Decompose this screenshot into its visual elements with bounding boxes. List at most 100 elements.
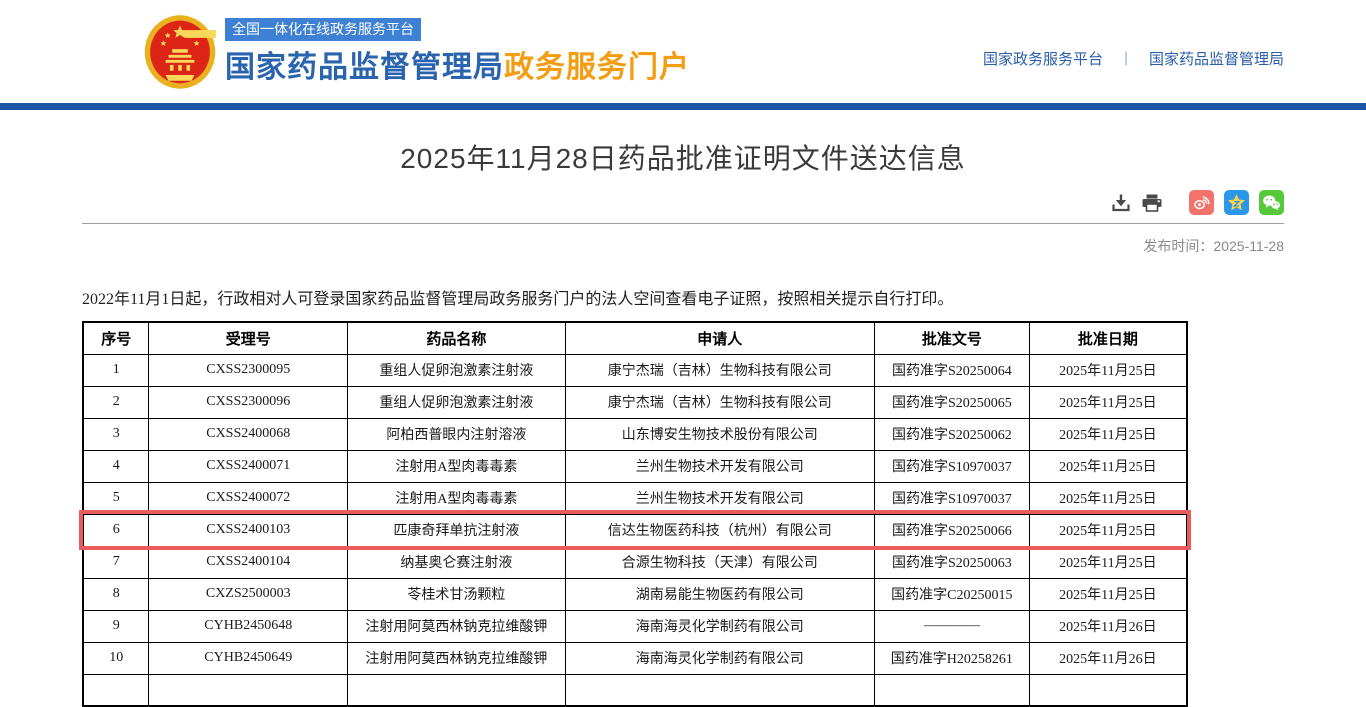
table-cell: 康宁杰瑞（吉林）生物科技有限公司	[564, 385, 875, 419]
column-header-approval-no: 批准文号	[873, 321, 1030, 355]
site-header: 全国一体化在线政务服务平台 国家药品监督管理局政务服务门户 国家政务服务平台 ｜…	[0, 0, 1366, 103]
toolbar	[82, 190, 1284, 224]
table-cell: 8	[82, 577, 150, 611]
table-cell: 2025年11月25日	[1028, 417, 1188, 451]
table-cell: 信达生物医药科技（杭州）有限公司	[564, 513, 875, 547]
table-cell: 兰州生物技术开发有限公司	[564, 481, 875, 515]
table-cell: 5	[82, 481, 150, 515]
table-cell: 国药准字S10970037	[873, 449, 1030, 483]
table-cell: 2025年11月25日	[1028, 449, 1188, 483]
table-cell: 10	[82, 641, 150, 675]
table-cell: 2025年11月25日	[1028, 385, 1188, 419]
table-cell: 1	[82, 353, 150, 387]
table-row: 6 CXSS2400103 匹康奇拜单抗注射液 信达生物医药科技（杭州）有限公司 国药准…	[79, 510, 1191, 550]
table-cell: 康宁杰瑞（吉林）生物科技有限公司	[564, 353, 875, 387]
nav-link-gov-service-platform[interactable]: 国家政务服务平台	[982, 51, 1103, 68]
table-row: 7 CXSS2400104 纳基奥仑赛注射液 合源生物科技（天津）有限公司 国药准字S2…	[82, 545, 1188, 579]
table-cell: 重组人促卵泡激素注射液	[347, 385, 566, 419]
table-cell	[347, 673, 566, 707]
table-cell: 国药准字S20250066	[873, 513, 1030, 547]
table-cell	[1028, 673, 1188, 707]
site-logo[interactable]: 全国一体化在线政务服务平台 国家药品监督管理局政务服务门户	[144, 14, 690, 90]
table-row: 2 CXSS2300096 重组人促卵泡激素注射液 康宁杰瑞（吉林）生物科技有限公司国…	[82, 385, 1188, 419]
table-cell: 湖南易能生物医药有限公司	[564, 577, 875, 611]
table-cell: 2025年11月25日	[1028, 481, 1188, 515]
table-cell: 国药准字H20258261	[873, 641, 1030, 675]
publish-time: 发布时间：2025-11-28	[82, 236, 1284, 256]
column-header-drug-name: 药品名称	[347, 321, 566, 355]
nav-divider: ｜	[1118, 50, 1133, 67]
table-cell: 注射用阿莫西林钠克拉维酸钾	[347, 641, 566, 675]
table-cell: 注射用A型肉毒毒素	[347, 449, 566, 483]
table-cell: 纳基奥仑赛注射液	[347, 545, 566, 579]
table-row: 8 CXZS2500003 苓桂术甘汤颗粒 湖南易能生物医药有限公司 国药准字C2025…	[82, 577, 1188, 611]
table-cell: CXSS2400072	[148, 481, 349, 515]
table-cell: 4	[82, 449, 150, 483]
page-title: 2025年11月28日药品批准证明文件送达信息	[400, 143, 966, 174]
table-cell: 匹康奇拜单抗注射液	[347, 513, 566, 547]
approval-table: 序号 受理号 药品名称 申请人 批准文号 批准日期 1 CXSS2300095 重组…	[79, 321, 1191, 707]
table-cell: 兰州生物技术开发有限公司	[564, 449, 875, 483]
table-cell: 2	[82, 385, 150, 419]
table-cell: 国药准字S20250064	[873, 353, 1030, 387]
table-cell: 2025年11月25日	[1028, 545, 1188, 579]
table-row: 10 CYHB2450649 注射用阿莫西林钠克拉维酸钾 海南海灵化学制药有限公司 国药…	[82, 641, 1188, 675]
table-cell: 国药准字S20250065	[873, 385, 1030, 419]
weibo-share-icon[interactable]	[1189, 190, 1214, 215]
table-cell: 海南海灵化学制药有限公司	[564, 641, 875, 675]
table-cell: 9	[82, 609, 150, 643]
nav-link-nmpa[interactable]: 国家药品监督管理局	[1148, 51, 1284, 68]
national-emblem-icon	[144, 14, 216, 90]
column-header-applicant: 申请人	[564, 321, 875, 355]
table-cell: 6	[82, 513, 150, 547]
table-body: 1 CXSS2300095 重组人促卵泡激素注射液 康宁杰瑞（吉林）生物科技有限公司国…	[79, 353, 1191, 707]
table-row: 5 CXSS2400072 注射用A型肉毒毒素 兰州生物技术开发有限公司 国药准字S10…	[82, 481, 1188, 515]
table-cell	[564, 673, 875, 707]
print-icon[interactable]	[1141, 193, 1163, 213]
table-header-row: 序号 受理号 药品名称 申请人 批准文号 批准日期	[82, 321, 1188, 355]
table-cell: CXSS2400068	[148, 417, 349, 451]
table-cell	[873, 673, 1030, 707]
table-row: 1 CXSS2300095 重组人促卵泡激素注射液 康宁杰瑞（吉林）生物科技有限公司国…	[82, 353, 1188, 387]
table-cell: CXSS2300095	[148, 353, 349, 387]
table-cell: 2025年11月25日	[1028, 577, 1188, 611]
column-header-seq: 序号	[82, 321, 150, 355]
table-cell: 注射用阿莫西林钠克拉维酸钾	[347, 609, 566, 643]
wechat-share-icon[interactable]	[1259, 190, 1284, 215]
table-cell: 山东博安生物技术股份有限公司	[564, 417, 875, 451]
table-cell: 重组人促卵泡激素注射液	[347, 353, 566, 387]
table-row: 3 CXSS2400068 阿柏西普眼内注射溶液 山东博安生物技术股份有限公司 国药准字…	[82, 417, 1188, 451]
table-cell: CYHB2450648	[148, 609, 349, 643]
table-row: 4 CXSS2400071 注射用A型肉毒毒素 兰州生物技术开发有限公司 国药准字S10…	[82, 449, 1188, 483]
site-title-accent: 政务服务门户	[504, 50, 690, 84]
column-header-approval-date: 批准日期	[1028, 321, 1188, 355]
table-cell: 海南海灵化学制药有限公司	[564, 609, 875, 643]
header-nav: 国家政务服务平台 ｜ 国家药品监督管理局	[983, 48, 1284, 69]
table-cell: CXSS2300096	[148, 385, 349, 419]
table-cell: 合源生物科技（天津）有限公司	[564, 545, 875, 579]
table-cell: 国药准字S20250062	[873, 417, 1030, 451]
table-cell: 2025年11月25日	[1028, 513, 1188, 547]
publish-time-value: 2025-11-28	[1213, 238, 1284, 254]
download-icon[interactable]	[1111, 193, 1131, 213]
table-cell: 2025年11月25日	[1028, 353, 1188, 387]
table-cell: 3	[82, 417, 150, 451]
table-cell: 国药准字C20250015	[873, 577, 1030, 611]
platform-badge: 全国一体化在线政务服务平台	[225, 17, 421, 41]
table-cell: 2025年11月26日	[1028, 641, 1188, 675]
table-cell: 苓桂术甘汤颗粒	[347, 577, 566, 611]
site-title-main: 国家药品监督管理局	[225, 50, 504, 84]
publish-time-label: 发布时间：	[1143, 238, 1214, 254]
table-cell: 国药准字S20250063	[873, 545, 1030, 579]
table-row: 9 CYHB2450648 注射用阿莫西林钠克拉维酸钾 海南海灵化学制药有限公司 ———…	[82, 609, 1188, 643]
table-cell: CYHB2450649	[148, 641, 349, 675]
site-title: 国家药品监督管理局政务服务门户	[225, 42, 690, 86]
table-cell: CXSS2400071	[148, 449, 349, 483]
table-cell: 国药准字S10970037	[873, 481, 1030, 515]
table-cell: 7	[82, 545, 150, 579]
intro-text: 2022年11月1日起，行政相对人可登录国家药品监督管理局政务服务门户的法人空间…	[82, 291, 954, 308]
column-header-acceptance-no: 受理号	[148, 321, 349, 355]
header-divider-bar	[0, 103, 1366, 110]
qzone-share-icon[interactable]	[1224, 190, 1249, 215]
